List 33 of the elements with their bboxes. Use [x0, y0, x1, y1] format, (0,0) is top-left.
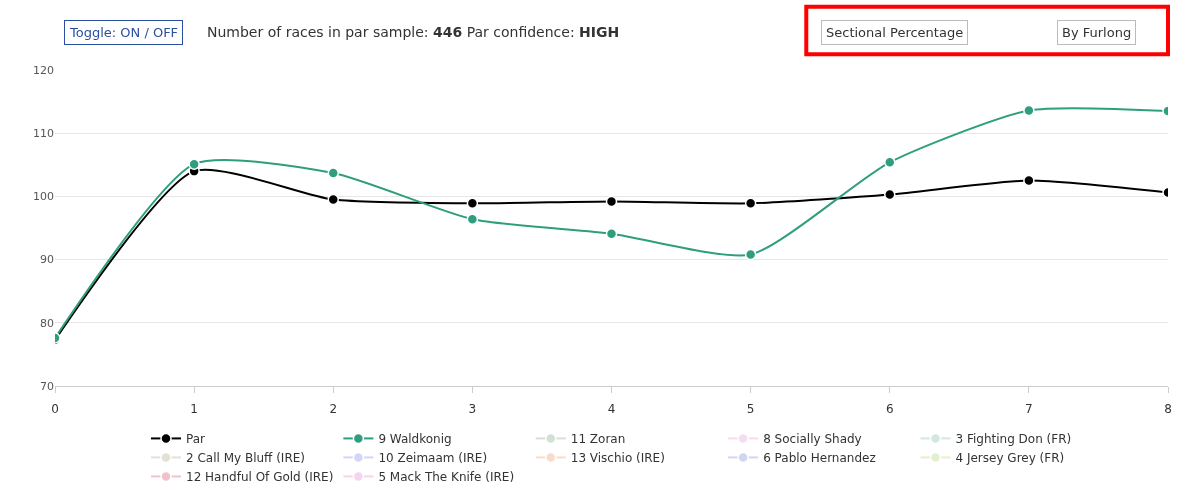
legend-label: 13 Vischio (IRE)	[570, 451, 665, 466]
x-tick-label: 6	[885, 402, 894, 417]
x-tick-label: 0	[51, 402, 59, 417]
legend-label: 6 Pablo Hernandez	[763, 451, 876, 466]
y-tick-label: 90	[40, 253, 54, 267]
legend-label: 8 Socially Shady	[763, 432, 862, 447]
legend-label: 9 Waldkonig	[378, 432, 452, 447]
text: Toggle: ON / OFF	[69, 25, 179, 40]
chart-subtitle: Number of races in par sample: 446 Par confidence: HIGH	[207, 24, 620, 40]
legend-label: 3 Fighting Don (FR)	[955, 432, 1072, 447]
legend-label: 4 Jersey Grey (FR)	[955, 451, 1065, 466]
legend-label: 2 Call My Bluff (IRE)	[186, 451, 306, 466]
x-tick-label: 1	[190, 402, 198, 417]
y-tick-label: 70	[40, 379, 54, 393]
point	[744, 248, 757, 261]
x-tick-label: 5	[746, 402, 755, 417]
legend-label: Par	[186, 432, 206, 447]
y-tick-label: 110	[33, 127, 54, 141]
legend-label: 10 Zeimaam (IRE)	[378, 451, 488, 466]
legend-label: 11 Zoran	[570, 432, 626, 447]
legend-label: 5 Mack The Knife (IRE)	[378, 470, 515, 485]
x-tick-label: 2	[329, 402, 338, 417]
x-tick-label: 3	[468, 402, 477, 417]
x-tick-label: 8	[1164, 402, 1172, 417]
text: Sectional Percentage	[826, 25, 964, 40]
y-tick-label: 120	[33, 63, 54, 77]
point	[327, 167, 339, 179]
legend-label: 12 Handful Of Gold (IRE)	[186, 470, 334, 485]
x-tick-label: 7	[1025, 402, 1033, 417]
y-tick-label: 80	[40, 316, 54, 330]
x-tick-label: 4	[607, 402, 616, 417]
y-tick-label: 100	[33, 190, 54, 204]
text: By Furlong	[1062, 25, 1132, 40]
